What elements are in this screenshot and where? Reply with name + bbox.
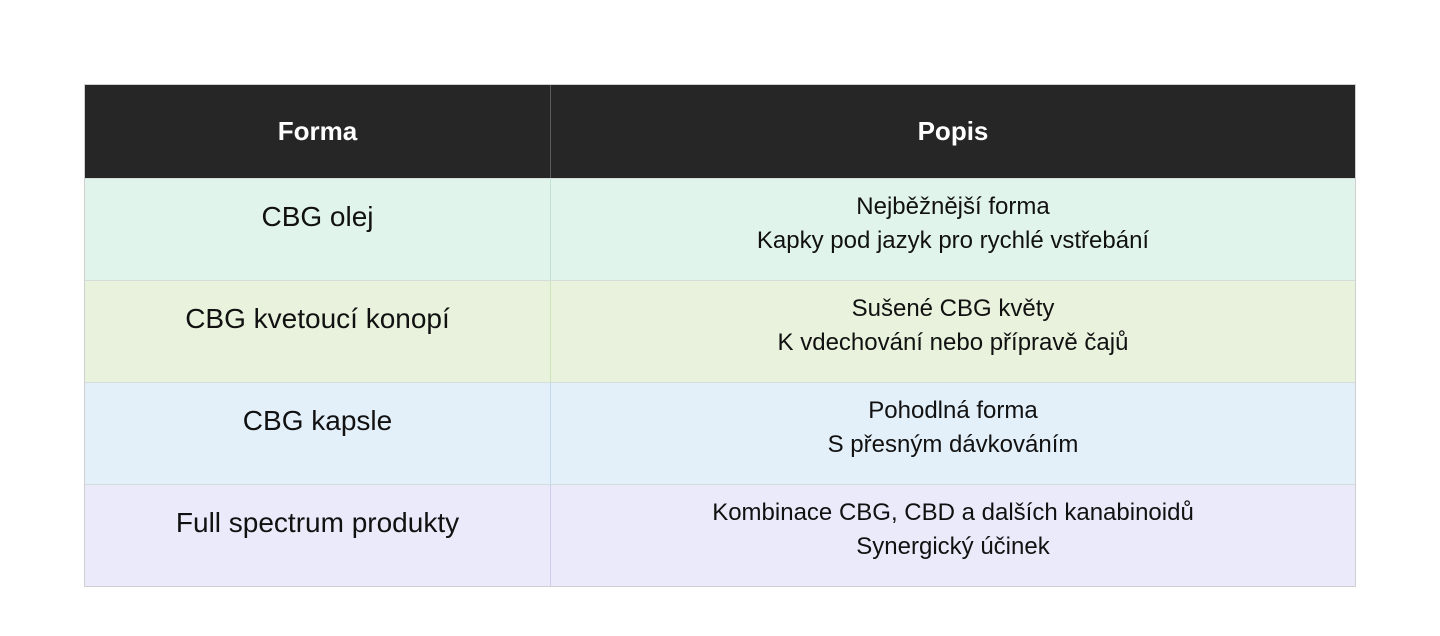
- table-header-row: Forma Popis: [85, 85, 1355, 178]
- popis-line: Kapky pod jazyk pro rychlé vstřebání: [756, 227, 1150, 254]
- popis-line: S přesným dávkováním: [827, 431, 1079, 458]
- table-row: CBG olej Nejběžnější forma Kapky pod jaz…: [85, 178, 1355, 280]
- forma-cell: CBG olej: [85, 179, 551, 280]
- table-row: Full spectrum produkty Kombinace CBG, CB…: [85, 484, 1355, 586]
- popis-line: Synergický účinek: [856, 533, 1050, 560]
- forma-cell: CBG kvetoucí konopí: [85, 281, 551, 382]
- table-row: CBG kapsle Pohodlná forma S přesným dávk…: [85, 382, 1355, 484]
- popis-line: Sušené CBG květy: [851, 295, 1055, 322]
- header-forma: Forma: [85, 85, 551, 178]
- forms-table: Forma Popis CBG olej Nejběžnější forma K…: [84, 84, 1356, 587]
- popis-cell: Kombinace CBG, CBD a dalších kanabinoidů…: [551, 485, 1355, 586]
- forma-cell: Full spectrum produkty: [85, 485, 551, 586]
- popis-cell: Pohodlná forma S přesným dávkováním: [551, 383, 1355, 484]
- table-row: CBG kvetoucí konopí Sušené CBG květy K v…: [85, 280, 1355, 382]
- header-popis: Popis: [917, 116, 989, 146]
- popis-cell: Nejběžnější forma Kapky pod jazyk pro ry…: [551, 179, 1355, 280]
- forma-cell: CBG kapsle: [85, 383, 551, 484]
- popis-line: Kombinace CBG, CBD a dalších kanabinoidů: [712, 499, 1194, 526]
- popis-line: Pohodlná forma: [868, 397, 1038, 424]
- popis-line: Nejběžnější forma: [856, 193, 1050, 220]
- popis-line: K vdechování nebo přípravě čajů: [777, 329, 1129, 356]
- popis-cell: Sušené CBG květy K vdechování nebo přípr…: [551, 281, 1355, 382]
